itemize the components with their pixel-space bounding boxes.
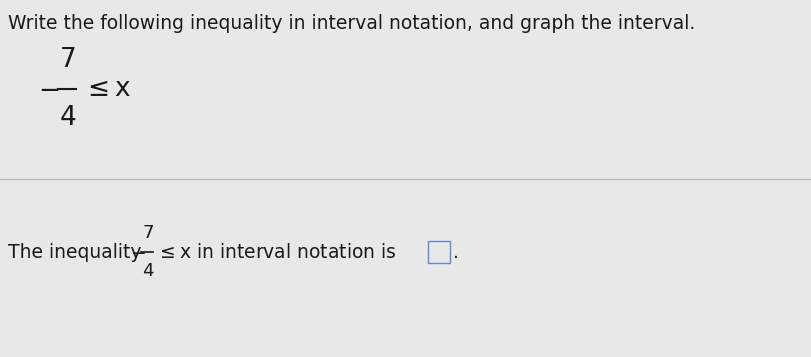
- Text: Write the following inequality in interval notation, and graph the interval.: Write the following inequality in interv…: [8, 14, 695, 33]
- Text: .: .: [453, 242, 459, 261]
- Text: The inequality: The inequality: [8, 242, 148, 261]
- Text: 4: 4: [142, 262, 153, 280]
- Text: 4: 4: [60, 105, 77, 131]
- Text: $-$: $-$: [130, 242, 146, 261]
- Text: $\leq$x: $\leq$x: [82, 76, 131, 102]
- Text: 7: 7: [60, 47, 77, 73]
- Text: 7: 7: [142, 224, 153, 242]
- Text: $\leq$x in interval notation is: $\leq$x in interval notation is: [156, 242, 397, 261]
- Text: $-$: $-$: [38, 76, 59, 102]
- Bar: [428, 241, 450, 263]
